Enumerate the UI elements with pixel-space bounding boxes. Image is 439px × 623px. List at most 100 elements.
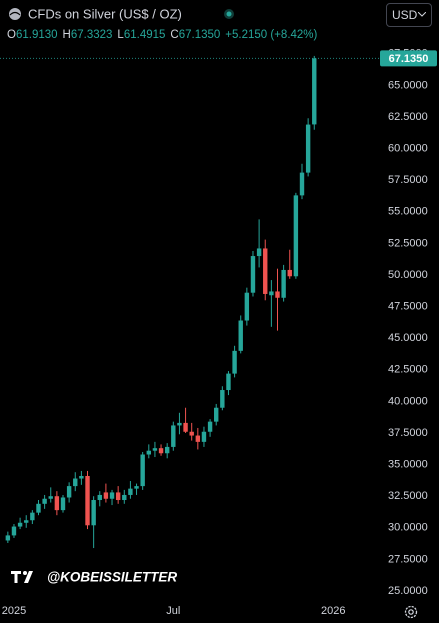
candle-body — [250, 256, 256, 293]
candle-body — [177, 422, 182, 426]
watermark: @KOBEISSILETTER — [11, 570, 177, 585]
ohlc-label: C — [170, 29, 178, 41]
candle-body — [5, 535, 11, 541]
candle-body — [305, 124, 311, 173]
market-status-dot — [226, 11, 232, 17]
candle-body — [293, 195, 299, 277]
y-tick-label: 30.0000 — [388, 522, 428, 534]
candle-body — [79, 475, 84, 479]
candle-body — [183, 422, 188, 432]
y-tick-label: 45.0000 — [388, 332, 428, 344]
candle-body — [97, 494, 102, 501]
candle-body — [287, 269, 292, 277]
x-tick-label: 2026 — [321, 605, 345, 617]
symbol-logo-mark — [9, 11, 21, 16]
y-tick-label: 35.0000 — [388, 459, 428, 471]
y-tick-label: 40.0000 — [388, 395, 428, 407]
candle-body — [128, 488, 133, 495]
last-price-badge — [380, 50, 437, 67]
ohlc-label: O — [7, 29, 16, 41]
candle-body — [256, 248, 262, 257]
candle-body — [91, 500, 96, 526]
settings-gear-center[interactable] — [408, 609, 414, 615]
candle-body — [244, 292, 250, 321]
dropdown-arrow — [418, 12, 426, 17]
y-tick-label: 57.5000 — [388, 174, 428, 186]
watermark-logo — [23, 571, 27, 575]
x-tick-label: 2025 — [2, 605, 26, 617]
candle-body — [48, 496, 53, 499]
ohlc-value: 67.3323 — [71, 29, 113, 41]
candle-body — [109, 492, 115, 499]
candle-body — [152, 448, 158, 451]
candle-body — [299, 172, 305, 196]
candle-body — [36, 503, 41, 513]
last-price-label: 67.1350 — [389, 53, 429, 65]
candle-body — [134, 486, 139, 489]
candle-body — [263, 248, 268, 294]
candle-body — [232, 350, 237, 374]
y-tick-label: 27.5000 — [388, 553, 428, 565]
y-tick-label: 52.5000 — [388, 237, 428, 249]
candle-body — [195, 435, 201, 442]
ohlc-label: H — [63, 29, 71, 41]
y-tick-label: 62.5000 — [388, 111, 428, 123]
candle-body — [226, 373, 231, 391]
candle-body — [54, 496, 60, 511]
watermark-logo — [24, 571, 33, 583]
candle-body — [164, 446, 170, 454]
currency-dropdown[interactable]: USD — [386, 3, 432, 27]
candle-body — [201, 431, 207, 442]
candle-body — [158, 448, 164, 454]
candle-body — [122, 494, 127, 501]
candle-body — [171, 425, 176, 447]
candle-body — [220, 390, 225, 408]
ohlc-legend: O61.9130 H67.3323 L61.4915 C67.1350 +5.2150 … — [7, 29, 318, 41]
candle-body — [60, 497, 66, 511]
y-tick-label: 42.5000 — [388, 364, 428, 376]
candle-body — [275, 291, 280, 298]
candle-body — [85, 475, 90, 526]
y-tick-label: 65.0000 — [388, 79, 428, 91]
y-tick-label: 60.0000 — [388, 143, 428, 155]
candle-body — [17, 522, 23, 527]
watermark-text: @KOBEISSILETTER — [47, 570, 177, 585]
candle-body — [115, 492, 121, 501]
y-tick-label: 55.0000 — [388, 206, 428, 218]
candle-body — [214, 407, 219, 422]
y-tick-label: 50.0000 — [388, 269, 428, 281]
ohlc-value: 67.1350 — [179, 29, 221, 41]
candle-body — [146, 450, 151, 455]
ohlc-value: 61.9130 — [16, 29, 58, 41]
dropdown-arrow-path — [418, 12, 426, 17]
candle-body — [30, 512, 35, 521]
candle-body — [281, 269, 286, 298]
candle-body — [140, 454, 145, 487]
price-change: +5.2150 (+8.42%) — [225, 29, 317, 41]
candle-body — [207, 421, 213, 432]
candle-body — [11, 526, 17, 536]
chart-title: CFDs on Silver (US$ / OZ) — [28, 6, 182, 21]
settings-gear[interactable] — [404, 605, 418, 619]
candle-body — [66, 486, 72, 498]
ohlc-label: L — [117, 29, 124, 41]
candle-body — [24, 520, 29, 523]
candle-body — [269, 291, 274, 296]
candle-body — [103, 492, 109, 499]
candle-body — [189, 431, 194, 436]
y-tick-label: 32.5000 — [388, 490, 428, 502]
y-tick-label: 25.0000 — [388, 585, 428, 597]
candle-body — [312, 58, 317, 125]
symbol-logo — [9, 8, 21, 20]
candle-body — [238, 320, 243, 351]
candles — [5, 55, 317, 549]
currency-label: USD — [392, 8, 418, 22]
candle-body — [73, 478, 78, 487]
settings-icon[interactable] — [404, 605, 418, 619]
candle-body — [42, 498, 47, 504]
ohlc-value: 61.4915 — [124, 29, 166, 41]
y-tick-label: 37.5000 — [388, 427, 428, 439]
x-tick-label: Jul — [166, 605, 180, 617]
